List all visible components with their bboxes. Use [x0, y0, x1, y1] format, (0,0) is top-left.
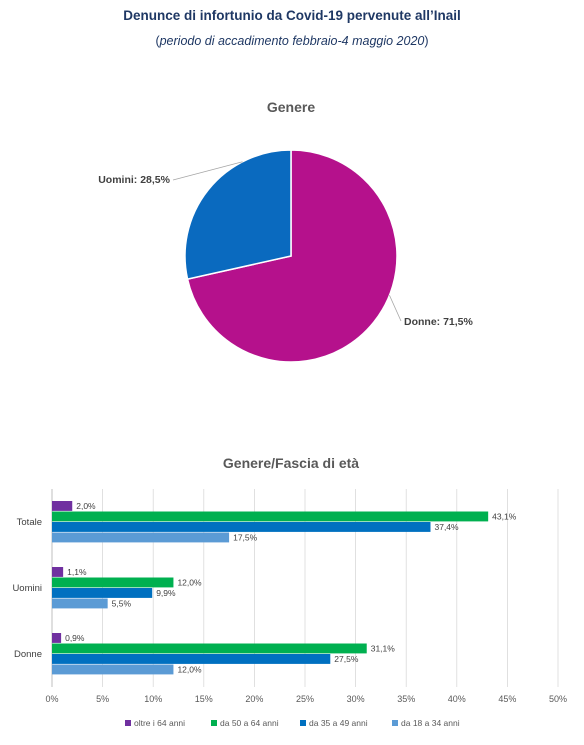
bar-chart-title: Genere/Fascia di età [223, 455, 359, 471]
bar-data-label: 43,1% [492, 512, 517, 522]
bar-data-label: 5,5% [112, 599, 132, 609]
legend-swatch [300, 720, 306, 726]
bar [52, 567, 64, 577]
category-label: Uomini [12, 583, 42, 594]
x-tick-label: 50% [549, 694, 567, 704]
x-tick-label: 5% [96, 694, 109, 704]
bar-data-label: 1,1% [67, 567, 87, 577]
legend-swatch [392, 720, 398, 726]
x-tick-label: 0% [45, 694, 58, 704]
bar-data-label: 17,5% [233, 533, 258, 543]
pie-leader-line [172, 161, 243, 181]
pie-chart: Genere Donne: 71,5% Uomini: 28,5% [98, 99, 474, 363]
bar-data-label: 0,9% [65, 633, 85, 643]
legend-label: da 50 a 64 anni [220, 718, 279, 728]
pie-chart-title: Genere [267, 99, 315, 115]
pie-leader-line [389, 295, 402, 322]
bar [52, 588, 153, 598]
bar-data-label: 37,4% [434, 522, 459, 532]
bar-data-label: 2,0% [76, 501, 96, 511]
bar-data-label: 12,0% [177, 578, 202, 588]
legend-label: da 18 a 34 anni [401, 718, 460, 728]
legend-swatch [211, 720, 217, 726]
x-tick-label: 30% [347, 694, 365, 704]
pie-slice-uomini [184, 149, 292, 281]
bar [52, 532, 230, 543]
bar [52, 577, 174, 588]
legend-label: da 35 a 49 anni [309, 718, 368, 728]
bar [52, 598, 108, 609]
bar-data-label: 31,1% [371, 644, 396, 654]
bar [52, 501, 73, 511]
pie-slice-donne [186, 149, 398, 363]
pie-label-uomini: Uomini: 28,5% [98, 174, 170, 186]
x-tick-label: 10% [144, 694, 162, 704]
page-title: Denunce di infortunio da Covid-19 perven… [123, 8, 461, 23]
x-tick-label: 40% [448, 694, 466, 704]
bar [52, 664, 174, 675]
bar-data-label: 9,9% [156, 588, 176, 598]
x-tick-label: 45% [498, 694, 516, 704]
x-tick-label: 20% [245, 694, 263, 704]
bar [52, 633, 62, 643]
subtitle-period: periodo di accadimento febbraio-4 maggio… [159, 34, 425, 48]
legend-label: oltre i 64 anni [134, 718, 185, 728]
page-subtitle: (periodo di accadimento febbraio-4 maggi… [155, 34, 429, 48]
x-tick-label: 15% [195, 694, 213, 704]
x-tick-label: 25% [296, 694, 314, 704]
pie-label-donne: Donne: 71,5% [404, 316, 474, 328]
category-label: Totale [17, 517, 42, 528]
category-label: Donne [14, 649, 42, 660]
bar-data-label: 12,0% [177, 665, 202, 675]
bar [52, 522, 431, 532]
legend-swatch [125, 720, 131, 726]
bar [52, 643, 367, 654]
bar-data-label: 27,5% [334, 654, 359, 664]
bar [52, 654, 331, 664]
bar [52, 511, 489, 522]
x-tick-label: 35% [397, 694, 415, 704]
